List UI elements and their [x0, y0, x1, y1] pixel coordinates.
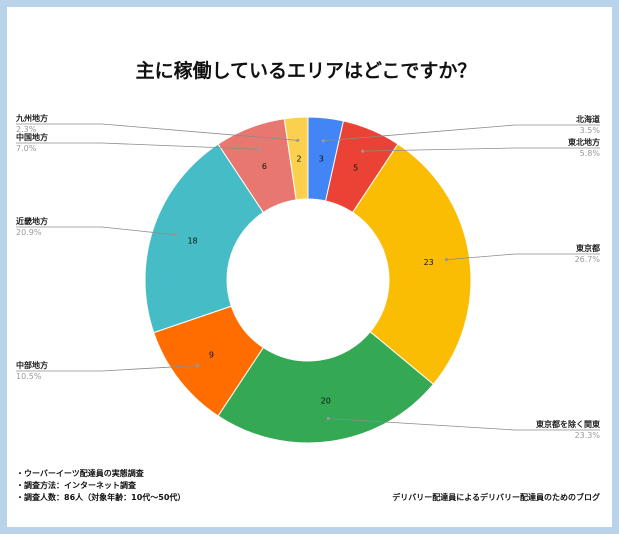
slice-value-label: 6 [262, 162, 267, 171]
slice-percent-label: 26.7% [575, 255, 601, 264]
slice-3 [217, 331, 434, 444]
slice-category-label: 近畿地方 [16, 216, 48, 226]
slice-category-label: 東北地方 [568, 137, 600, 147]
slice-category-label: 中国地方 [16, 132, 48, 142]
slice-value-label: 23 [424, 258, 434, 267]
slice-percent-label: 7.0% [16, 144, 37, 153]
slice-value-label: 3 [319, 155, 324, 164]
survey-notes: ・ウーバーイーツ配達員の実態調査 ・調査方法：インターネット調査 ・調査人数：8… [16, 468, 185, 502]
slice-value-label: 20 [321, 397, 331, 406]
leader-line [16, 226, 176, 236]
slice-labels: 3 北海道 3.5% 5 東北地方 5.8% 23 東京都 26.7% 20 東京都を除く関東 23.… [15, 113, 600, 440]
slice-percent-label: 10.5% [16, 372, 42, 381]
slice-7 [283, 116, 309, 201]
note-line-2: ・調査方法：インターネット調査 [16, 480, 137, 490]
slice-percent-label: 5.8% [580, 149, 601, 158]
leader-line [16, 142, 259, 150]
slice-category-label: 中部地方 [16, 360, 48, 370]
leader-line [16, 123, 298, 141]
leader-lines [16, 123, 600, 431]
slice-percent-label: 20.9% [16, 228, 42, 237]
slice-value-label: 18 [187, 237, 197, 246]
note-line-3: ・調査人数：86人（対象年齢：10代〜50代） [16, 492, 185, 502]
slice-category-label: 北海道 [576, 114, 600, 124]
leader-line [446, 253, 600, 261]
slice-category-label: 東京都を除く関東 [536, 419, 600, 429]
slice-category-label: 東京都 [576, 243, 600, 253]
blog-credit: デリバリー配達員によるデリバリー配達員のためのブログ [392, 492, 600, 502]
leader-line [16, 365, 198, 372]
leader-line [362, 147, 600, 152]
slice-2 [352, 143, 472, 385]
slice-5 [144, 143, 264, 334]
leader-line [323, 124, 600, 142]
slice-category-label: 九州地方 [15, 113, 48, 123]
slice-percent-label: 3.5% [580, 126, 601, 135]
chart-title: 主に稼働しているエリアはどこですか？ [136, 59, 477, 82]
slice-percent-label: 23.3% [575, 431, 601, 440]
slice-value-label: 9 [209, 351, 214, 360]
slice-value-label: 5 [353, 164, 358, 173]
donut-slices [144, 116, 472, 444]
note-line-1: ・ウーバーイーツ配達員の実態調査 [16, 468, 145, 478]
slice-value-label: 2 [297, 154, 302, 163]
slice-percent-label: 2.3% [16, 125, 37, 134]
leader-line [328, 418, 600, 431]
